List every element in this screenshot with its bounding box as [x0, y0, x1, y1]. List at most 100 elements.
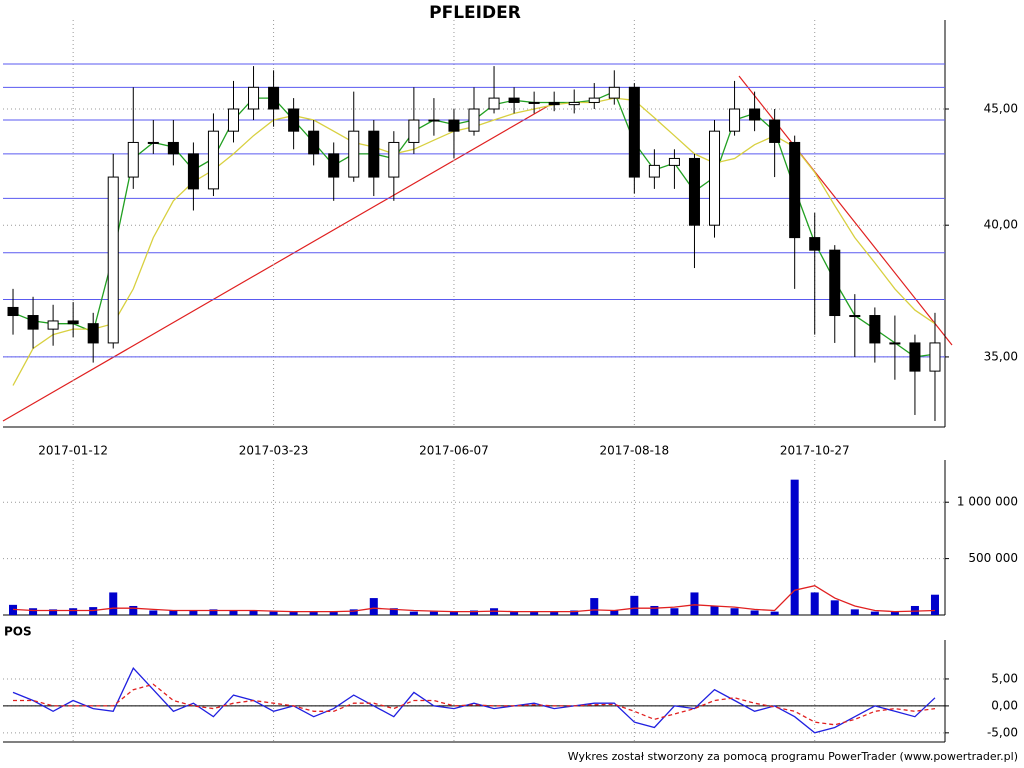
- candle-body: [348, 130, 360, 178]
- candle-body: [588, 97, 600, 103]
- volume-bar: [169, 610, 178, 615]
- panel-title: POS: [4, 625, 32, 639]
- volume-bar: [930, 594, 939, 615]
- y-tick-label: 35,00: [984, 349, 1018, 363]
- candle-body: [648, 164, 660, 178]
- x-tick-label: 2017-03-23: [239, 444, 309, 458]
- candle-body: [288, 108, 300, 132]
- volume-bar: [129, 605, 138, 615]
- candle-body: [869, 315, 881, 344]
- candle-body: [628, 86, 640, 178]
- volume-bar: [229, 610, 238, 615]
- volume-bar: [730, 608, 739, 615]
- candle-body: [909, 342, 921, 372]
- candle-body: [167, 141, 179, 155]
- candle-body: [248, 86, 260, 110]
- volume-bar: [249, 610, 258, 615]
- candle-body: [688, 157, 700, 226]
- x-tick-label: 2017-01-12: [38, 444, 108, 458]
- candle-body: [448, 119, 460, 132]
- candle-body: [929, 342, 941, 372]
- volume-bar: [810, 592, 819, 615]
- volume-bar: [309, 611, 318, 615]
- volume-bar: [29, 608, 38, 615]
- candle-body: [147, 141, 159, 144]
- volume-bar: [790, 479, 799, 615]
- candle-body: [308, 130, 320, 155]
- volume-bar: [109, 592, 118, 615]
- volume-bar: [349, 609, 358, 615]
- candle-body: [829, 249, 841, 317]
- volume-bar: [189, 610, 198, 615]
- candle-body: [428, 119, 440, 122]
- y-tick-label: 500 000: [968, 551, 1018, 565]
- candle-body: [769, 119, 781, 143]
- volume-bar: [590, 598, 599, 615]
- series-line: [13, 683, 936, 726]
- y-tick-label: 0,00: [991, 698, 1018, 712]
- volume-bar: [329, 611, 338, 615]
- x-tick-label: 2017-08-18: [599, 444, 669, 458]
- volume-bar: [650, 605, 659, 615]
- volume-bar: [550, 611, 559, 615]
- volume-bar: [209, 609, 218, 615]
- y-tick-label: 45,00: [984, 102, 1018, 116]
- x-tick-label: 2017-06-07: [419, 444, 489, 458]
- volume-bar: [670, 608, 679, 615]
- candle-body: [408, 119, 420, 143]
- candle-body: [27, 315, 39, 330]
- y-tick-label: -5,00: [987, 725, 1018, 739]
- volume-bar: [830, 600, 839, 615]
- y-tick-label: 1 000 000: [957, 495, 1018, 509]
- volume-bar: [870, 611, 879, 615]
- volume-bar: [890, 611, 899, 615]
- trend-line: [2, 105, 549, 422]
- candle-body: [709, 130, 721, 226]
- candle-body: [809, 237, 821, 251]
- volume-bar: [289, 611, 298, 615]
- candle-body: [368, 130, 380, 178]
- candle-body: [468, 108, 480, 132]
- volume-bar: [750, 610, 759, 615]
- volume-bar: [269, 611, 278, 615]
- candle-body: [528, 101, 540, 104]
- volume-bar: [710, 605, 719, 615]
- trend-line: [738, 75, 953, 346]
- volume-bar: [770, 611, 779, 615]
- volume-bar: [369, 598, 378, 615]
- candle-body: [227, 108, 240, 132]
- candle-body: [749, 108, 761, 121]
- candle-body: [207, 130, 219, 190]
- candle-body: [268, 86, 280, 110]
- volume-bar: [570, 610, 579, 615]
- volume-bar: [530, 611, 539, 615]
- series-line: [12, 667, 936, 734]
- volume-bar: [409, 611, 418, 615]
- y-tick-label: 5,00: [991, 671, 1018, 685]
- candle-body: [127, 141, 139, 178]
- candle-body: [187, 153, 199, 190]
- candle-body: [87, 323, 99, 344]
- candle-body: [107, 176, 119, 344]
- candle-body: [7, 306, 19, 317]
- candle-body: [608, 86, 620, 99]
- volume-bar: [389, 608, 398, 615]
- candle-body: [729, 108, 741, 132]
- footer: Wykres został stworzony za pomocą progra…: [568, 750, 1018, 763]
- x-tick-label: 2017-10-27: [780, 444, 850, 458]
- candle-body: [488, 97, 500, 110]
- volume-bar: [630, 595, 639, 615]
- volume-bar: [449, 611, 458, 615]
- volume-bar: [469, 610, 479, 615]
- volume-bar: [850, 609, 859, 615]
- candle-body: [889, 342, 901, 345]
- candle-body: [508, 97, 520, 103]
- volume-bar: [149, 610, 158, 615]
- candle-body: [849, 315, 861, 318]
- chart-title: PFLEIDER: [429, 3, 521, 23]
- candle-body: [328, 153, 340, 178]
- volume-bar: [429, 611, 438, 615]
- candle-body: [548, 101, 560, 106]
